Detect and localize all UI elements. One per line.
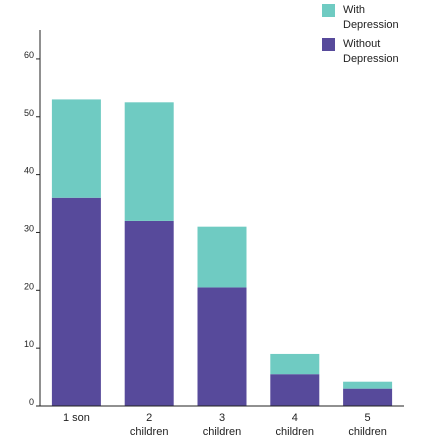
legend: With Depression Without Depression — [322, 3, 423, 71]
bar-without-depression-1-son — [51, 197, 101, 406]
legend-label-without-depression: Without Depression — [343, 38, 399, 65]
legend-swatch-with-depression — [322, 4, 335, 17]
y-tick-label: 10 — [24, 339, 34, 349]
bar-without-depression-3-children — [197, 287, 247, 406]
bar-without-depression-2-children — [124, 220, 174, 406]
x-tick-label: 1 son — [63, 412, 90, 424]
bar-with-depression-5-children — [343, 381, 393, 389]
x-tick-label: 3 children — [203, 412, 242, 438]
y-tick-label: 50 — [24, 108, 34, 118]
x-axis: 1 son 2 children 3 children 4 children 5 childre… — [40, 405, 404, 438]
bar-with-depression-4-children — [270, 353, 320, 375]
bar-with-depression-1-son — [51, 99, 101, 198]
x-tick-label: 5 children — [348, 412, 387, 438]
x-tick-label: 4 children — [276, 412, 315, 438]
bar-without-depression-5-children — [343, 388, 393, 406]
legend-label-with-depression: With Depression — [343, 4, 399, 31]
legend-item-without-depression: Without Depression — [322, 37, 423, 67]
bars — [51, 99, 393, 406]
legend-swatch-without-depression — [322, 38, 335, 51]
bar-with-depression-2-children — [124, 102, 174, 221]
y-tick-label: 60 — [24, 50, 34, 60]
bar-with-depression-3-children — [197, 226, 247, 288]
y-tick-label: 0 — [29, 397, 34, 407]
x-tick-label: 2 children — [130, 412, 169, 438]
y-axis: 0 10 20 30 40 50 60 — [24, 30, 41, 407]
legend-item-with-depression: With Depression — [322, 3, 423, 33]
bar-without-depression-4-children — [270, 374, 320, 406]
y-tick-label: 20 — [24, 281, 34, 291]
y-tick-label: 30 — [24, 223, 34, 233]
y-tick-label: 40 — [24, 166, 34, 176]
